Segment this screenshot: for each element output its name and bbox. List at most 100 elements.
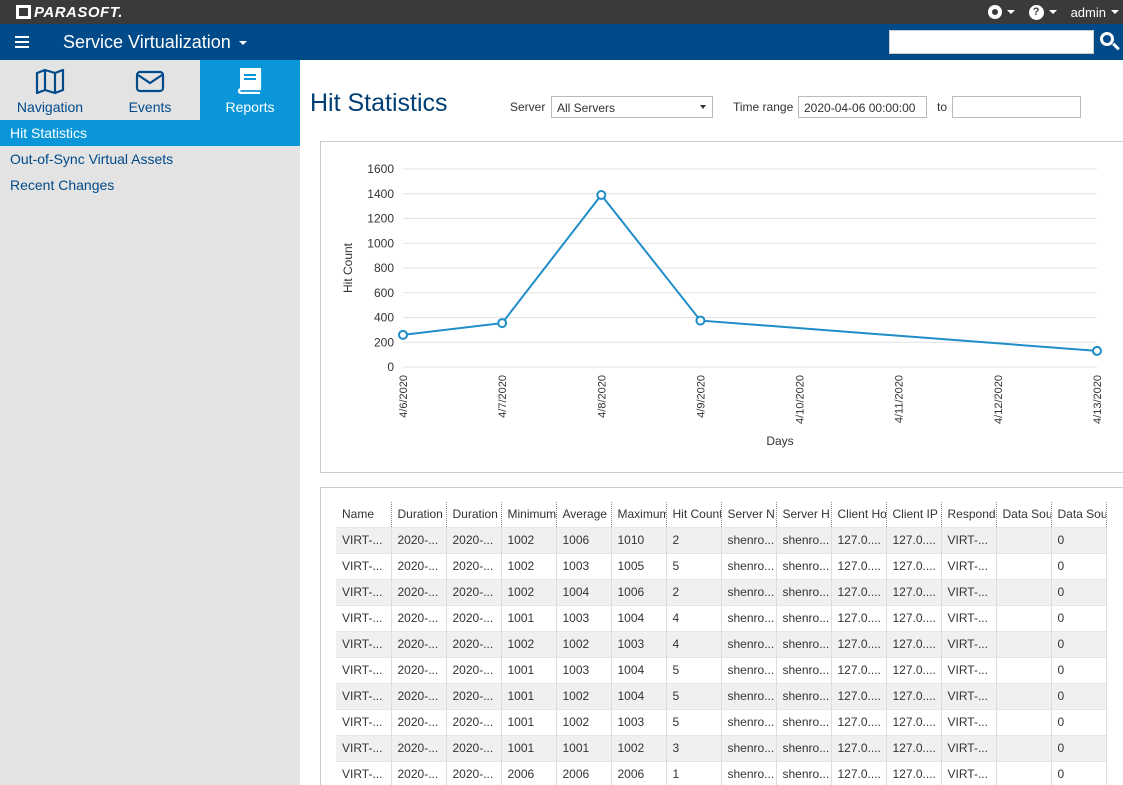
table-cell [996,656,1052,683]
settings-menu[interactable] [987,5,1015,19]
tab-label: Navigation [16,99,84,115]
table-cell: 2020-... [391,760,447,785]
table-cell: shenro... [776,552,832,579]
table-cell: shenro... [721,526,777,553]
table-cell: 2020-... [391,604,447,631]
x-tick-label: 4/11/2020 [894,375,906,423]
tab-navigation[interactable]: Navigation [0,60,100,120]
table-row[interactable]: VIRT-... 2020-... 2020-... 1001 1002 1004 5 she… [336,682,1107,709]
table-cell: 2020-... [391,708,447,735]
table-cell: VIRT-... [941,630,997,657]
x-tick-label: 4/8/2020 [596,375,608,418]
help-menu[interactable]: ? [1028,4,1057,20]
table-cell: 1006 [611,578,667,605]
hamburger-menu-icon[interactable] [15,36,29,48]
chevron-down-icon [1048,10,1057,14]
chevron-down-icon [1006,10,1015,14]
hit-chart-panel: 0 200 400 600 800 1000 1200 1400 1600 4/6/2020 4/7… [320,141,1123,473]
column-header[interactable]: Respond [941,502,997,527]
column-header[interactable]: Minimum [501,502,557,527]
table-cell: shenro... [776,604,832,631]
column-header[interactable]: Server H [776,502,832,527]
table-cell: 2006 [501,760,557,785]
table-row[interactable]: VIRT-... 2020-... 2020-... 1002 1002 1003 4 she… [336,630,1107,657]
table-cell [996,760,1052,785]
table-cell: shenro... [776,734,832,761]
table-cell: 1001 [501,682,557,709]
sidebar-item-hit-statistics[interactable]: Hit Statistics [0,120,300,146]
table-cell: 1004 [611,656,667,683]
table-row[interactable]: VIRT-... 2020-... 2020-... 1002 1006 1010 2 she… [336,526,1107,553]
global-search-input[interactable] [889,30,1094,54]
table-cell: VIRT-... [336,708,392,735]
table-cell: 2 [666,526,722,553]
table-row[interactable]: VIRT-... 2020-... 2020-... 1002 1004 1006 2 she… [336,578,1107,605]
envelope-icon [135,70,165,93]
table-cell: VIRT-... [336,578,392,605]
parasoft-logo-icon [16,5,31,19]
y-tick-label: 1200 [367,212,394,226]
table-cell: VIRT-... [336,682,392,709]
table-row[interactable]: VIRT-... 2020-... 2020-... 1001 1001 1002 3 she… [336,734,1107,761]
table-cell: VIRT-... [941,734,997,761]
sidebar-item-recent-changes[interactable]: Recent Changes [10,177,115,193]
tab-reports[interactable]: Reports [200,60,300,120]
table-cell: 127.0.... [886,578,942,605]
parasoft-logo[interactable]: PARASOFT. [16,4,123,21]
table-cell: 1003 [611,708,667,735]
table-row[interactable]: VIRT-... 2020-... 2020-... 1001 1002 1003 5 she… [336,708,1107,735]
table-cell: 1003 [556,552,612,579]
column-header[interactable]: Data Sou [996,502,1052,527]
table-row[interactable]: VIRT-... 2020-... 2020-... 2006 2006 2006 1 she… [336,760,1107,785]
table-cell: 1001 [501,604,557,631]
column-header[interactable]: Maximum [611,502,667,527]
server-select[interactable]: All Servers [551,96,713,118]
column-header[interactable]: Client IP [886,502,942,527]
table-cell: 2020-... [446,760,502,785]
column-header[interactable]: Duration [391,502,447,527]
app-switcher[interactable]: Service Virtualization [63,32,247,53]
tab-events[interactable]: Events [100,60,200,120]
table-cell: 0 [1051,682,1107,709]
table-row[interactable]: VIRT-... 2020-... 2020-... 1001 1003 1004 4 she… [336,604,1107,631]
column-header[interactable]: Average [556,502,612,527]
table-cell: shenro... [721,734,777,761]
table-cell: 1003 [611,630,667,657]
table-cell: 3 [666,734,722,761]
table-cell: 127.0.... [886,630,942,657]
table-cell: shenro... [776,760,832,785]
table-cell: VIRT-... [336,656,392,683]
sidebar-item-out-of-sync[interactable]: Out-of-Sync Virtual Assets [10,151,174,167]
table-cell: 0 [1051,526,1107,553]
table-cell: 2020-... [446,656,502,683]
search-button[interactable] [1097,30,1121,54]
time-to-input[interactable] [952,96,1081,118]
column-header[interactable]: Client Ho [831,502,887,527]
column-header[interactable]: Data Sour [1051,502,1107,527]
table-cell: 1002 [501,630,557,657]
table-row[interactable]: VIRT-... 2020-... 2020-... 1001 1003 1004 5 she… [336,656,1107,683]
table-row[interactable]: VIRT-... 2020-... 2020-... 1002 1003 1005 5 she… [336,552,1107,579]
column-header[interactable]: Duration [446,502,502,527]
app-title: Service Virtualization [63,32,231,52]
x-tick-label: 4/12/2020 [993,375,1005,424]
chevron-down-icon [700,105,706,109]
table-cell: 127.0.... [886,526,942,553]
column-header[interactable]: Hit Count [666,502,722,527]
table-cell: shenro... [721,682,777,709]
table-cell: 2020-... [391,526,447,553]
column-header[interactable]: Name [336,502,392,527]
table-cell: VIRT-... [336,552,392,579]
time-from-input[interactable]: 2020-04-06 00:00:00 [798,96,927,118]
hit-table-panel: Name Duration Duration Minimum Average Maximu… [320,487,1123,785]
table-cell: 2020-... [446,630,502,657]
table-cell: 2006 [611,760,667,785]
table-cell: 2020-... [446,526,502,553]
chevron-down-icon [238,40,247,45]
table-cell: 127.0.... [831,578,887,605]
column-header[interactable]: Server N [721,502,777,527]
user-menu[interactable]: admin [1071,5,1119,20]
table-cell: 1002 [556,682,612,709]
table-cell: 127.0.... [831,630,887,657]
table-cell: VIRT-... [336,526,392,553]
